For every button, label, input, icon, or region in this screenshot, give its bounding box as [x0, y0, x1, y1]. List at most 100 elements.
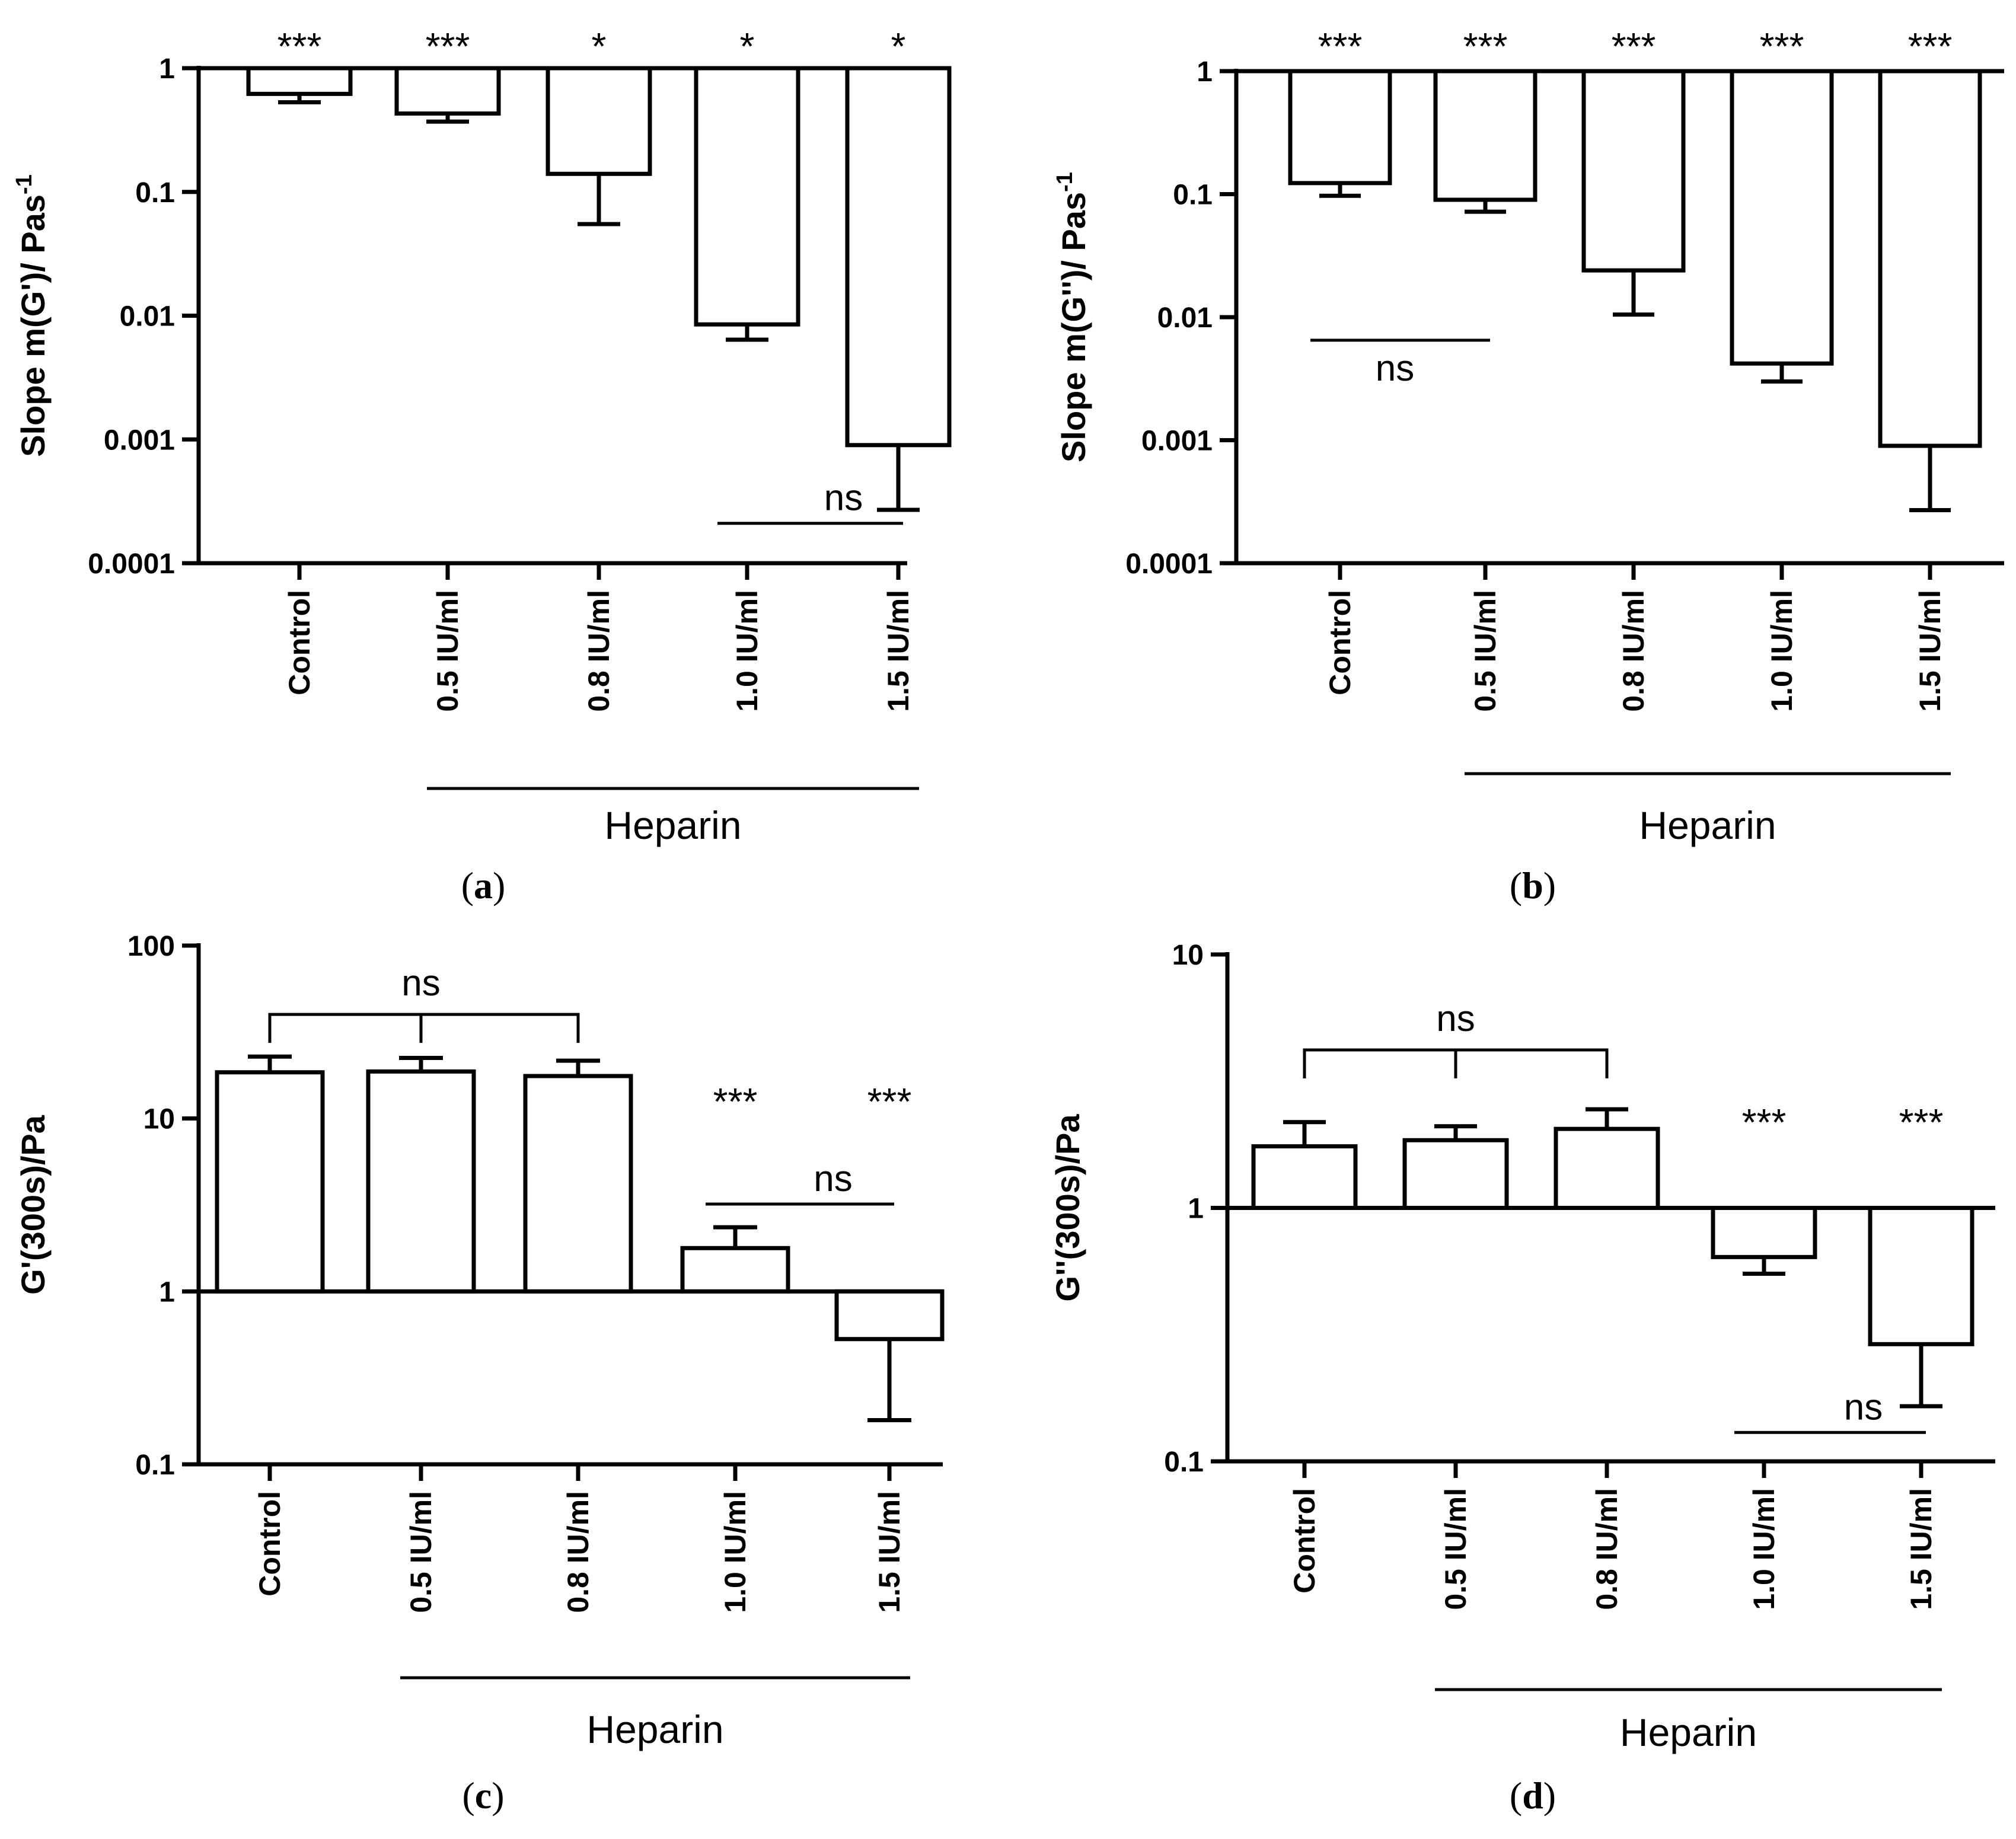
category-label: 1.0 IU/ml [1747, 1488, 1781, 1610]
significance-stars: *** [1742, 1101, 1787, 1144]
panel-label: (d) [1510, 1774, 1556, 1816]
bar [215, 1070, 325, 1294]
bar [1402, 1138, 1509, 1210]
y-axis-label: G'(300s)/Pa [14, 1115, 52, 1295]
ns-label: ns [814, 1158, 852, 1199]
y-axis-label: G''(300s)/Pa [1049, 1114, 1086, 1302]
panel-paren-open: ( [1510, 1774, 1522, 1816]
significance-stars: *** [1899, 1101, 1944, 1144]
ns-bracket [268, 1013, 580, 1043]
significance-stars: *** [1612, 25, 1656, 68]
y-tick-label: 1 [1197, 56, 1213, 88]
significance-stars: *** [713, 1080, 758, 1123]
category-label: 1.5 IU/ml [873, 1491, 906, 1613]
significance-stars: *** [426, 25, 470, 68]
panel-paren-open: ( [462, 1774, 474, 1816]
y-axis-label-superscript: -1 [1052, 172, 1077, 192]
category-label: Control [1323, 590, 1357, 695]
category-label: 1.0 IU/ml [719, 1491, 752, 1613]
y-tick-label: 0.001 [1141, 426, 1213, 457]
bar [1868, 1206, 1974, 1346]
panel-label: (b) [1510, 864, 1556, 906]
bar [246, 66, 353, 96]
category-label: 0.5 IU/ml [1439, 1488, 1472, 1610]
group-label: Heparin [1620, 1710, 1757, 1754]
category-label: 1.0 IU/ml [731, 590, 764, 712]
bar [845, 66, 952, 448]
y-tick-label: 0.1 [1173, 180, 1213, 211]
category-label: 0.8 IU/ml [562, 1491, 595, 1613]
y-tick-label: 0.1 [135, 1450, 175, 1481]
category-label: Control [1288, 1488, 1321, 1594]
panel-paren-close: ) [493, 864, 505, 906]
significance-stars: *** [1463, 25, 1508, 68]
ns-label: ns [1844, 1387, 1883, 1428]
chart-panel-a: 1 0.1 0.01 0.001 0.0001 Slope m(G')/ Pas-1 Con… [12, 25, 952, 906]
y-tick-label: 0.0001 [1125, 548, 1213, 580]
bar [1433, 69, 1537, 202]
y-tick-label: 0.001 [104, 424, 175, 456]
bar [680, 1246, 790, 1294]
category-label: 0.8 IU/ml [1617, 590, 1650, 712]
significance-stars: *** [1318, 25, 1363, 68]
significance-stars: * [891, 25, 906, 68]
chart-panel-c: 100 10 1 0.1 G'(300s)/Pa Control 0.5 IU/ml 0.8 … [14, 931, 945, 1816]
bar [694, 66, 800, 327]
category-label: 0.5 IU/ml [431, 590, 464, 712]
bar [366, 1069, 476, 1294]
panel-letter: a [474, 864, 493, 906]
bar [546, 66, 652, 176]
bar [1251, 1144, 1358, 1210]
significance-stars: * [740, 25, 755, 68]
bar [394, 66, 501, 116]
y-tick-label: 10 [1172, 940, 1204, 971]
category-label: 0.8 IU/ml [1590, 1488, 1623, 1610]
significance-stars: *** [1908, 25, 1953, 68]
panel-paren-close: ) [492, 1774, 504, 1816]
category-label: 1.5 IU/ml [1905, 1488, 1938, 1610]
y-axis-label-text: G'(300s)/Pa [14, 1115, 52, 1295]
significance-stars: * [592, 25, 607, 68]
y-axis-label-text: G''(300s)/Pa [1049, 1114, 1086, 1302]
panel-paren-close: ) [1543, 1774, 1556, 1816]
ns-bracket [1303, 1048, 1609, 1079]
panel-letter: b [1522, 864, 1543, 906]
bar [1711, 1206, 1817, 1259]
panel-paren-open: ( [1510, 864, 1522, 906]
y-axis-label-superscript: -1 [12, 174, 37, 194]
bar [523, 1074, 633, 1294]
bar [1288, 69, 1392, 186]
category-label: 1.5 IU/ml [882, 590, 915, 712]
bar [1730, 69, 1834, 366]
y-axis-label: Slope m(G'')/ Pas-1 [1052, 172, 1092, 462]
panel-label: (c) [462, 1774, 504, 1816]
y-axis-label-text: Slope m(G')/ Pas [14, 194, 52, 457]
significance-stars: *** [867, 1080, 912, 1123]
y-tick-label: 0.01 [1157, 302, 1213, 334]
category-label: 0.5 IU/ml [404, 1491, 438, 1613]
y-tick-label: 1 [159, 53, 175, 85]
y-tick-label: 0.0001 [88, 548, 175, 580]
bar [1554, 1126, 1660, 1210]
significance-stars: *** [1760, 25, 1804, 68]
group-label: Heparin [604, 803, 741, 847]
y-tick-label: 1 [1188, 1193, 1204, 1225]
category-label: 1.5 IU/ml [1913, 590, 1947, 712]
bar [834, 1289, 945, 1342]
chart-panel-d: 10 1 0.1 G''(300s)/Pa Control 0.5 IU/ml 0.8 IU… [1049, 940, 1995, 1816]
y-tick-label: 0.1 [1164, 1447, 1204, 1478]
ns-label: ns [824, 478, 863, 519]
category-label: 1.0 IU/ml [1765, 590, 1798, 712]
category-label: Control [283, 590, 316, 695]
y-tick-label: 0.1 [135, 177, 175, 209]
category-label: Control [253, 1491, 286, 1597]
y-tick-label: 10 [143, 1104, 175, 1135]
y-tick-label: 100 [127, 931, 175, 962]
panel-letter: c [475, 1774, 492, 1816]
y-axis-label-text: Slope m(G'')/ Pas [1055, 192, 1092, 462]
bracket-ns-label: ns [1436, 998, 1475, 1039]
bar [1878, 69, 1982, 448]
category-label: 0.5 IU/ml [1469, 590, 1502, 712]
y-tick-label: 1 [159, 1276, 175, 1308]
